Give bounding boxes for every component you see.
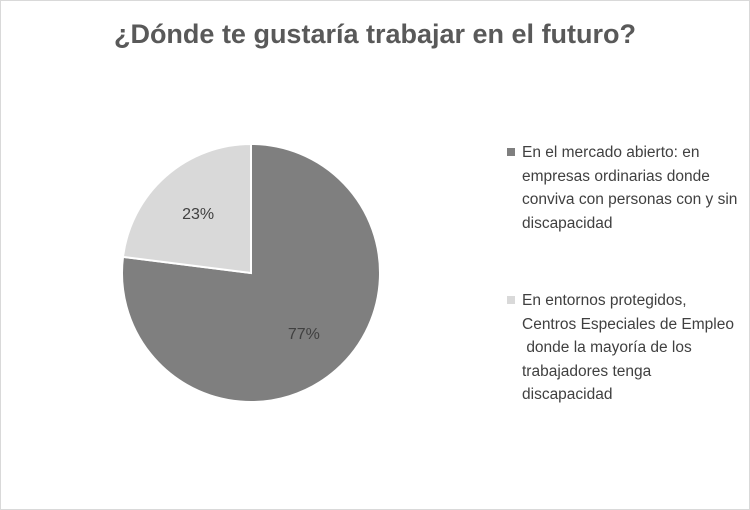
legend-item-protected: En entornos protegidos, Centros Especial… bbox=[507, 289, 745, 407]
legend-label-open-market: En el mercado abierto: en empresas ordin… bbox=[522, 144, 742, 232]
legend-swatch-open-market bbox=[507, 148, 515, 156]
legend-swatch-protected bbox=[507, 296, 515, 304]
data-label-protected: 23% bbox=[182, 206, 214, 223]
chart-title: ¿Dónde te gustaría trabajar en el futuro… bbox=[113, 19, 637, 49]
data-label-open-market: 77% bbox=[288, 326, 320, 343]
legend-label-protected: En entornos protegidos, Centros Especial… bbox=[522, 292, 734, 403]
legend: En el mercado abierto: en empresas ordin… bbox=[507, 141, 745, 407]
pie-slice-protected bbox=[121, 142, 252, 275]
pie-slice-open-market bbox=[121, 142, 381, 403]
legend-item-open-market: En el mercado abierto: en empresas ordin… bbox=[507, 141, 745, 235]
